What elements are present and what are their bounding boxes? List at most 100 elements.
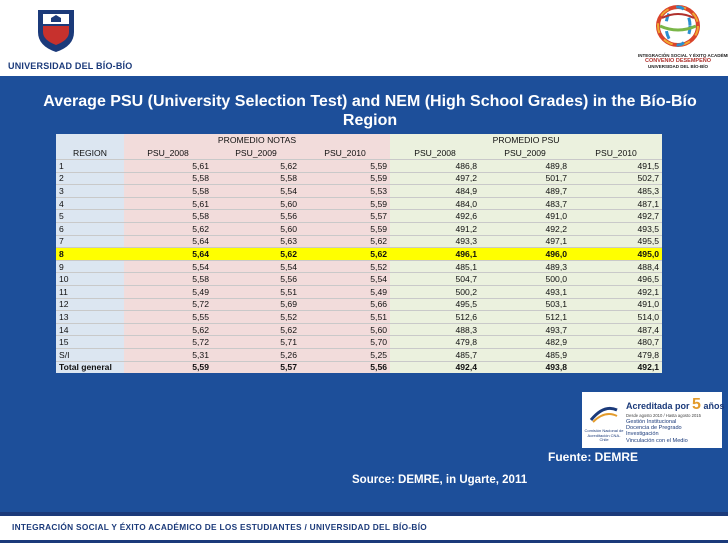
cell-nem-2008: 5,58	[124, 172, 212, 186]
cell-psu-2010: 493,5	[570, 222, 663, 236]
cell-psu-2008: 485,1	[390, 260, 481, 274]
column-header-nem-2009: PSU_2009	[212, 146, 300, 160]
column-header-nem-2008: PSU_2008	[124, 146, 212, 160]
cell-nem-2008: 5,59	[124, 361, 212, 374]
cell-psu-2009: 491,0	[480, 209, 571, 223]
university-name: UNIVERSIDAD DEL BÍO-BÍO	[8, 61, 133, 71]
cell-psu-2008: 500,2	[390, 285, 481, 299]
cell-region: 13	[56, 310, 124, 324]
cell-nem-2010: 5,25	[300, 348, 391, 362]
university-logo: UNIVERSIDAD DEL BÍO-BÍO	[8, 6, 133, 72]
university-shield-icon	[38, 10, 74, 52]
table-row: 15 5,72 5,71 5,70 479,8 482,9 480,7	[56, 335, 663, 349]
cell-psu-2009: 493,7	[480, 323, 571, 337]
cell-nem-2009: 5,51	[212, 285, 300, 299]
cell-psu-2010: 496,5	[570, 272, 663, 286]
slide-footer: INTEGRACIÓN SOCIAL Y ÉXITO ACADÉMICO DE …	[0, 512, 728, 546]
slide-header: UNIVERSIDAD DEL BÍO-BÍO INTEGRACIÓN SOCI…	[0, 0, 728, 76]
cell-psu-2009: 492,2	[480, 222, 571, 236]
footer-divider	[0, 512, 728, 516]
cell-psu-2008: 485,7	[390, 348, 481, 362]
cell-psu-2009: 489,3	[480, 260, 571, 274]
cell-region: 15	[56, 335, 124, 349]
cell-nem-2008: 5,72	[124, 335, 212, 349]
cell-nem-2009: 5,71	[212, 335, 300, 349]
table-body: 1 5,61 5,62 5,59 486,8 489,8 491,5 2 5,58 5,58 5,5…	[56, 159, 663, 374]
cell-nem-2008: 5,31	[124, 348, 212, 362]
cell-region: 10	[56, 272, 124, 286]
cell-region: 9	[56, 260, 124, 274]
cell-psu-2009: 501,7	[480, 172, 571, 186]
accreditation-item: Gestión Institucional	[626, 418, 677, 425]
cell-psu-2008: 504,7	[390, 272, 481, 286]
cell-region: 7	[56, 235, 124, 249]
cell-nem-2010: 5,59	[300, 197, 391, 211]
cell-nem-2009: 5,63	[212, 235, 300, 249]
cell-nem-2010: 5,53	[300, 184, 391, 198]
cell-region: 3	[56, 184, 124, 198]
column-header-psu-2008: PSU_2008	[390, 146, 481, 160]
cell-nem-2008: 5,58	[124, 184, 212, 198]
column-header-psu-2010: PSU_2010	[570, 146, 663, 160]
convenio-logo: INTEGRACIÓN SOCIAL Y ÉXITO ACADÉMICO CON…	[638, 4, 728, 74]
table-row: 1 5,61 5,62 5,59 486,8 489,8 491,5	[56, 159, 663, 173]
convenio-line3: UNIVERSIDAD DEL BÍO-BÍO	[648, 64, 708, 69]
column-header-nem-2010: PSU_2010	[300, 146, 391, 160]
accreditation-item: Docencia de Pregrado	[626, 425, 682, 431]
cna-swoosh-icon	[589, 406, 618, 423]
cell-psu-2010: 502,7	[570, 172, 663, 186]
cell-region: 1	[56, 159, 124, 173]
cell-nem-2009: 5,62	[212, 159, 300, 173]
table-row-highlighted: 8 5,64 5,62 5,62 496,1 496,0 495,0	[56, 247, 663, 261]
cell-nem-2009: 5,56	[212, 209, 300, 223]
cell-psu-2009: 503,1	[480, 298, 571, 312]
cell-psu-2009: 512,1	[480, 310, 571, 324]
cell-psu-2008: 488,3	[390, 323, 481, 337]
cell-nem-2009: 5,62	[212, 247, 300, 261]
cell-region: 5	[56, 209, 124, 223]
cell-nem-2010: 5,59	[300, 172, 391, 186]
cell-nem-2009: 5,57	[212, 361, 300, 374]
group-header-nem: PROMEDIO NOTAS	[124, 134, 391, 146]
cell-nem-2008: 5,62	[124, 323, 212, 337]
cell-nem-2010: 5,60	[300, 323, 391, 337]
cell-psu-2010: 492,1	[570, 285, 663, 299]
cell-psu-2009: 493,8	[480, 361, 571, 374]
cell-nem-2010: 5,56	[300, 361, 391, 374]
cell-psu-2009: 500,0	[480, 272, 571, 286]
footer-text: INTEGRACIÓN SOCIAL Y ÉXITO ACADÉMICO DE …	[12, 522, 428, 532]
group-header-psu: PROMEDIO PSU	[390, 134, 663, 146]
cell-psu-2008: 492,6	[390, 209, 481, 223]
cell-nem-2009: 5,58	[212, 172, 300, 186]
convenio-globe-icon	[656, 5, 700, 47]
cell-psu-2010: 491,5	[570, 159, 663, 173]
cell-region: S/I	[56, 348, 124, 362]
table-row: 13 5,55 5,52 5,51 512,6 512,1 514,0	[56, 310, 663, 324]
cell-nem-2010: 5,70	[300, 335, 391, 349]
cell-psu-2010: 480,7	[570, 335, 663, 349]
cell-nem-2008: 5,58	[124, 272, 212, 286]
cell-region: 8	[56, 247, 124, 261]
cell-nem-2010: 5,66	[300, 298, 391, 312]
cell-nem-2010: 5,51	[300, 310, 391, 324]
cell-psu-2008: 497,2	[390, 172, 481, 186]
cell-nem-2009: 5,60	[212, 197, 300, 211]
table-row: 6 5,62 5,60 5,59 491,2 492,2 493,5	[56, 222, 663, 236]
accreditation-item: Investigación	[626, 431, 659, 438]
cell-nem-2008: 5,54	[124, 260, 212, 274]
table-row: 4 5,61 5,60 5,59 484,0 483,7 487,1	[56, 197, 663, 211]
cell-nem-2009: 5,26	[212, 348, 300, 362]
table-row: S/I 5,31 5,26 5,25 485,7 485,9 479,8	[56, 348, 663, 362]
cell-nem-2008: 5,49	[124, 285, 212, 299]
cell-psu-2008: 493,3	[390, 235, 481, 249]
cell-psu-2010: 492,1	[570, 361, 663, 374]
cell-nem-2009: 5,69	[212, 298, 300, 312]
cell-psu-2008: 484,9	[390, 184, 481, 198]
cna-logo: Comisión Nacional de Acreditación CNA-Ch…	[584, 402, 624, 443]
accreditation-dates: Desde agosto 2010 / Hasta agosto 2015	[626, 413, 701, 418]
cell-nem-2010: 5,49	[300, 285, 391, 299]
cell-nem-2010: 5,57	[300, 209, 391, 223]
column-header-psu-2009: PSU_2009	[480, 146, 571, 160]
cell-region: 14	[56, 323, 124, 337]
table-total-row: Total general 5,59 5,57 5,56 492,4 493,8 492,1	[56, 361, 663, 374]
